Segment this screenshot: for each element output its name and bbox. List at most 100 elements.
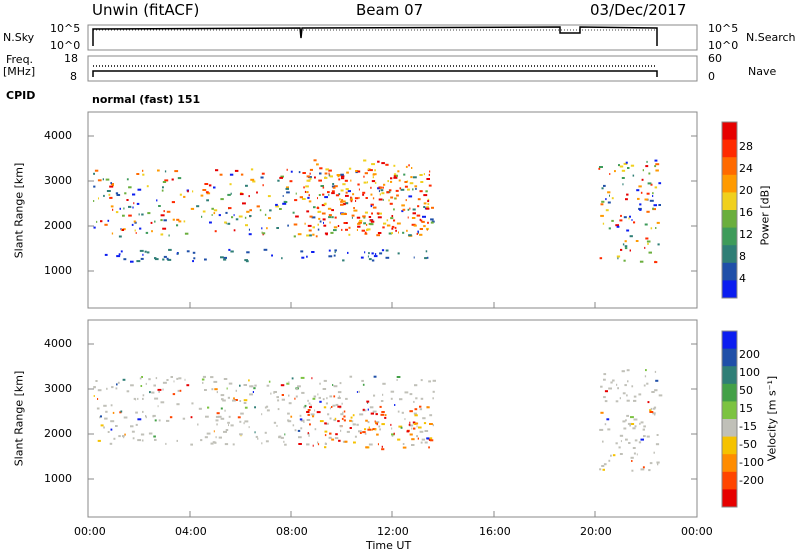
echo-cell <box>298 436 302 439</box>
echo-cell <box>130 425 134 428</box>
echo-cell <box>110 205 114 208</box>
echo-cell <box>224 221 227 224</box>
echo-cell <box>164 179 169 182</box>
echo-cell <box>97 398 99 400</box>
echo-cell <box>280 436 284 439</box>
echo-cell <box>123 258 127 261</box>
echo-cell <box>307 413 310 416</box>
echo-cell <box>363 222 366 225</box>
echo-cell <box>290 170 293 173</box>
echo-cell <box>415 187 417 190</box>
echo-cell <box>368 258 372 261</box>
echo-cell <box>397 170 400 173</box>
echo-cell <box>428 173 430 176</box>
echo-cell <box>599 166 603 168</box>
echo-cell <box>352 423 356 426</box>
echo-cell <box>308 194 310 197</box>
echo-cell <box>270 392 272 395</box>
echo-cell <box>331 216 334 219</box>
echo-cell <box>260 176 264 179</box>
echo-cell <box>254 406 256 409</box>
echo-cell <box>370 412 374 415</box>
echo-cell <box>299 418 303 421</box>
colorbar-segment <box>722 174 737 193</box>
echo-cell <box>250 178 255 181</box>
echo-cell <box>381 445 383 448</box>
echo-cell <box>334 216 337 219</box>
echo-cell <box>395 229 397 232</box>
echo-cell <box>320 185 324 187</box>
echo-cell <box>351 214 355 217</box>
echo-cell <box>412 212 416 215</box>
echo-cell <box>390 217 394 220</box>
xtick-label: 16:00 <box>479 525 511 538</box>
echo-cell <box>627 422 632 425</box>
sky-panel-frame <box>87 24 698 51</box>
echo-cell <box>325 402 328 405</box>
echo-cell <box>252 180 256 183</box>
echo-cell <box>266 405 269 408</box>
echo-cell <box>411 427 413 430</box>
echo-cell <box>600 385 603 388</box>
echo-cell <box>610 454 612 457</box>
echo-cell <box>268 217 271 220</box>
echo-cell <box>324 430 328 433</box>
echo-cell <box>641 178 644 181</box>
echo-cell <box>424 430 429 432</box>
echo-cell <box>317 223 319 226</box>
echo-cell <box>368 443 373 446</box>
echo-cell <box>390 390 395 393</box>
echo-cell <box>637 197 640 200</box>
echo-cell <box>371 252 374 255</box>
echo-cell <box>179 389 182 392</box>
echo-cell <box>223 258 227 261</box>
echo-cell <box>630 456 634 459</box>
echo-cell <box>419 174 423 176</box>
echo-cell <box>323 379 327 382</box>
echo-cell <box>363 159 367 162</box>
echo-cell <box>352 414 355 417</box>
echo-cell <box>132 193 136 196</box>
echo-cell <box>411 217 416 219</box>
echo-cell <box>341 200 346 203</box>
echo-cell <box>378 190 380 193</box>
colorbar-segment <box>722 383 737 402</box>
echo-cell <box>306 234 310 237</box>
echo-cell <box>152 415 155 418</box>
echo-cell <box>413 400 415 403</box>
echo-cell <box>261 231 263 234</box>
echo-cell <box>256 191 258 194</box>
echo-cell <box>647 182 652 185</box>
echo-cell <box>276 227 279 229</box>
echo-cell <box>340 173 344 176</box>
echo-cell <box>393 208 395 211</box>
echo-cell <box>620 440 622 443</box>
echo-cell <box>306 443 310 446</box>
echo-cell <box>106 387 108 390</box>
echo-cell <box>170 376 173 378</box>
echo-cell <box>157 169 160 172</box>
echo-cell <box>335 194 340 197</box>
echo-cell <box>309 406 312 409</box>
echo-cell <box>205 191 209 194</box>
echo-cell <box>201 378 205 381</box>
echo-cell <box>362 191 366 194</box>
echo-cell <box>126 178 129 181</box>
echo-cell <box>402 446 407 449</box>
echo-cell <box>340 175 345 178</box>
echo-cell <box>646 382 649 385</box>
echo-cell <box>331 192 335 195</box>
echo-cell <box>145 382 147 385</box>
echo-cell <box>356 423 359 426</box>
echo-cell <box>359 413 364 416</box>
echo-cell <box>416 435 418 438</box>
echo-cell <box>657 463 659 466</box>
echo-cell <box>138 213 140 216</box>
echo-cell <box>131 223 134 226</box>
echo-cell <box>430 218 434 221</box>
echo-cell <box>303 421 305 423</box>
echo-cell <box>307 224 312 227</box>
echo-cell <box>105 410 108 413</box>
echo-cell <box>413 224 417 227</box>
echo-cell <box>329 417 332 420</box>
